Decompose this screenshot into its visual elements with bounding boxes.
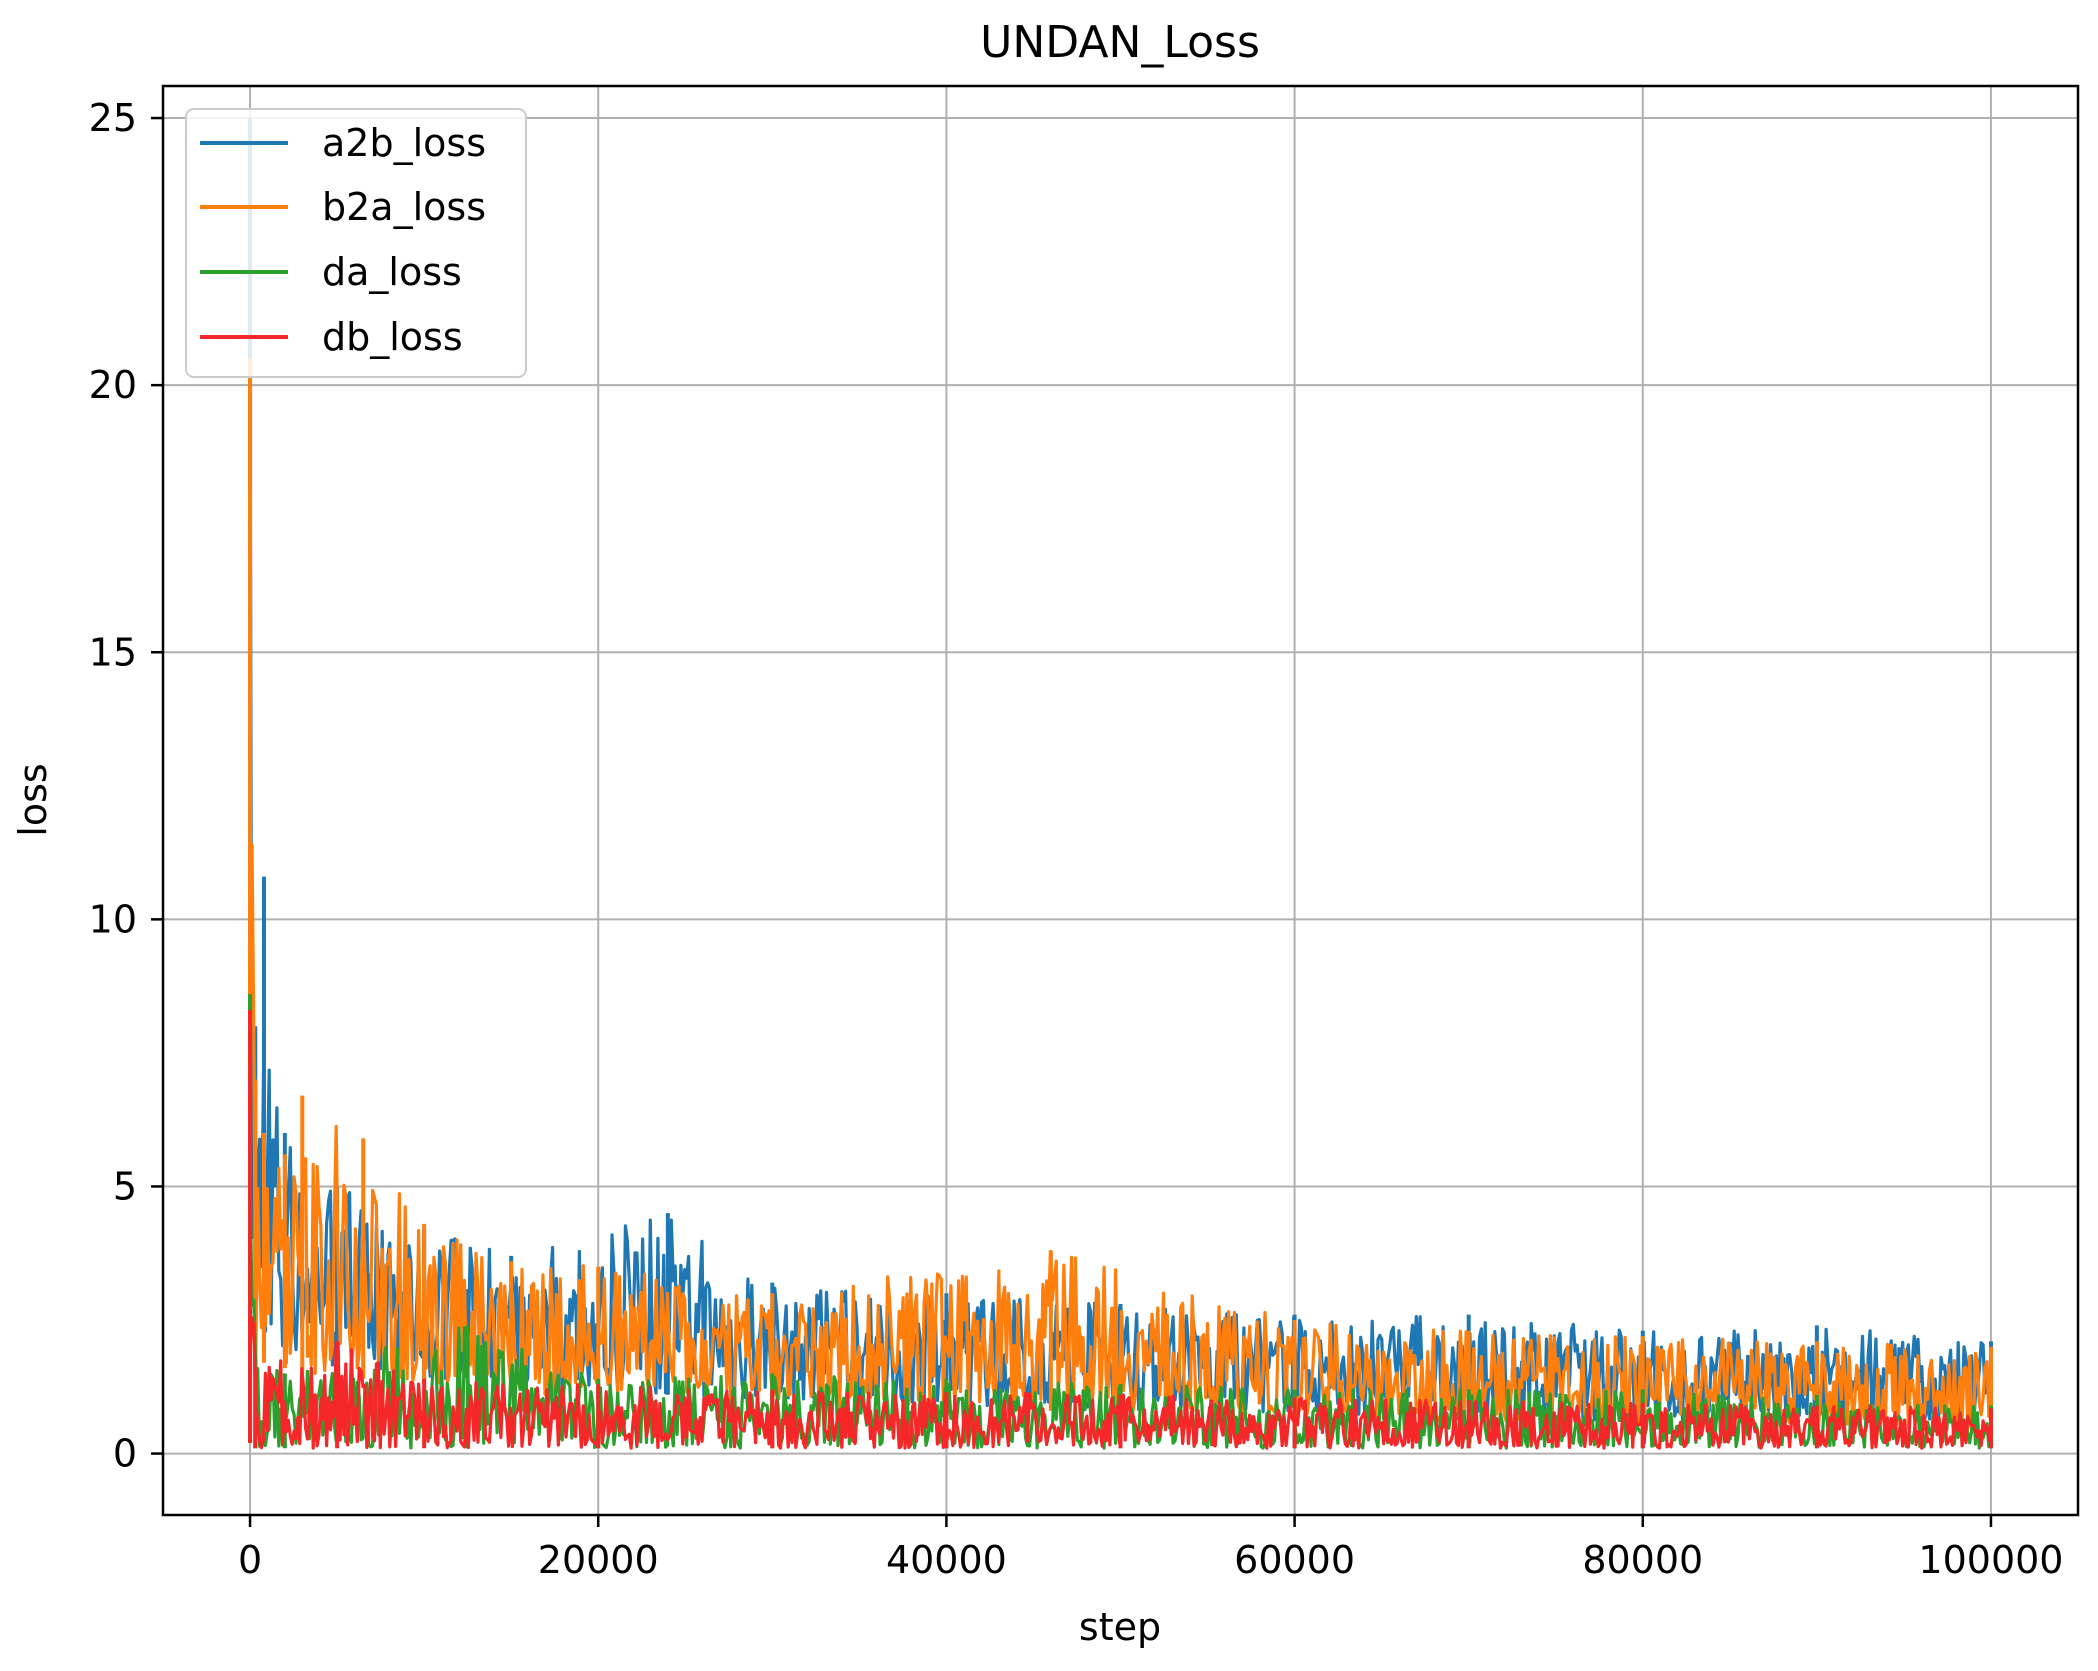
legend-box: [185, 108, 527, 378]
y-axis-label: loss: [11, 763, 55, 836]
x-tick-label: 60000: [1234, 1538, 1355, 1582]
y-tick-label: 20: [89, 363, 137, 407]
legend-label-b2a: b2a_loss: [322, 185, 486, 229]
y-axis-ticks: 0 5 10 15 20 25: [89, 96, 163, 1476]
legend-label-db: db_loss: [322, 315, 463, 359]
plot-frame: [161, 84, 2080, 1517]
x-tick-label: 20000: [538, 1538, 659, 1582]
y-tick-label: 25: [89, 96, 137, 140]
x-axis-ticks: 0 20000 40000 60000 80000 100000: [238, 1515, 2063, 1582]
chart-title: UNDAN_Loss: [980, 17, 1260, 68]
y-tick-label: 15: [89, 630, 137, 674]
x-axis-label: step: [1079, 1605, 1161, 1649]
x-tick-label: 0: [238, 1538, 262, 1582]
x-tick-label: 100000: [1918, 1538, 2063, 1582]
series-layer: [248, 118, 1993, 1450]
series-line-b2a-loss: [248, 842, 1993, 1432]
legend: a2b_loss b2a_loss da_loss db_loss: [185, 108, 527, 378]
y-tick-label: 5: [113, 1164, 137, 1208]
legend-label-da: da_loss: [322, 250, 462, 294]
x-tick-label: 40000: [886, 1538, 1007, 1582]
grid-lines: [163, 86, 2078, 1515]
legend-label-a2b: a2b_loss: [322, 121, 486, 165]
y-tick-label: 10: [89, 897, 137, 941]
x-tick-label: 80000: [1582, 1538, 1703, 1582]
y-tick-label: 0: [113, 1432, 137, 1476]
